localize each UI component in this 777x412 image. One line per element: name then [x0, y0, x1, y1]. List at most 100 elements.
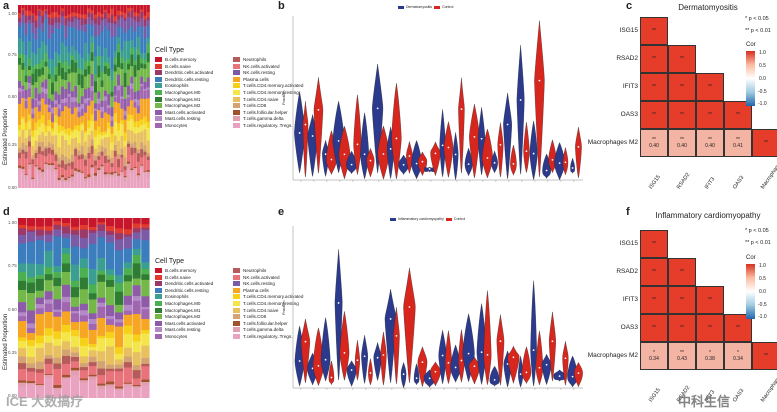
stacked-segment: [18, 91, 22, 105]
stacked-segment: [70, 347, 80, 353]
violin-median: [304, 340, 307, 343]
stacked-segment: [53, 389, 62, 398]
stacked-segment: [34, 82, 38, 88]
stacked-segment: [100, 155, 104, 166]
heatmap-cell-stars: **: [652, 84, 656, 90]
stacked-segment: [97, 103, 101, 111]
stacked-segment: [62, 302, 71, 312]
stacked-segment: [62, 223, 71, 227]
stacked-segment: [103, 9, 107, 13]
stacked-segment: [21, 172, 25, 188]
stacked-segment: [126, 5, 131, 9]
stacked-segment: [77, 68, 81, 75]
stacked-segment: [133, 98, 137, 103]
stacked-segment: [113, 95, 117, 98]
stacked-segment: [130, 83, 134, 90]
stacked-segment: [103, 61, 107, 67]
stacked-segment: [64, 79, 68, 90]
stacked-segment: [123, 20, 127, 33]
stacked-segment: [80, 122, 84, 126]
violin-control: [507, 345, 520, 384]
stacked-segment: [123, 12, 127, 19]
stacked-segment: [67, 163, 71, 166]
violin-median: [415, 162, 418, 165]
stacked-segment: [74, 18, 78, 29]
stacked-segment: [21, 129, 25, 144]
stacked-segment: [44, 242, 53, 252]
stacked-segment: [44, 9, 48, 11]
stacked-segment: [88, 269, 97, 285]
stacked-segment: [54, 100, 58, 105]
stacked-segment: [47, 38, 51, 60]
stacked-segment: [74, 101, 78, 108]
stacked-segment: [24, 108, 28, 123]
stacked-segment: [79, 258, 88, 269]
stacked-segment: [90, 52, 94, 62]
legend-label: Neutrophils: [243, 268, 267, 273]
violin-median: [324, 153, 327, 156]
stacked-segment: [37, 100, 41, 106]
stacked-segment: [140, 5, 144, 10]
a-ytick: 0.75: [8, 52, 17, 57]
stacked-segment: [62, 296, 71, 303]
stacked-segment: [79, 229, 88, 239]
stacked-segment: [97, 302, 106, 308]
legend-swatch: [233, 109, 240, 115]
legend-swatch: [155, 320, 162, 326]
stacked-segment: [106, 305, 115, 317]
stacked-segment: [27, 82, 32, 89]
stacked-segment: [60, 5, 65, 9]
stacked-segment: [141, 274, 150, 281]
stacked-segment: [146, 77, 150, 88]
legend-label: T.cells.regulatory..Tregs.: [243, 122, 293, 128]
stacked-segment: [113, 71, 117, 87]
violin-median: [441, 354, 444, 357]
stacked-segment: [21, 54, 25, 64]
legend-swatch: [155, 327, 162, 333]
stacked-segment: [84, 19, 88, 25]
heatmap-col-label: ISG15: [648, 174, 662, 191]
heatmap-cell: **: [752, 342, 777, 370]
stacked-segment: [24, 10, 28, 16]
stacked-segment: [37, 142, 41, 147]
stacked-segment: [110, 23, 114, 38]
violin-median: [408, 306, 411, 308]
stacked-segment: [88, 343, 97, 348]
stacked-segment: [79, 367, 88, 371]
a-ytick: 1.00: [8, 11, 17, 16]
stacked-segment: [93, 23, 98, 37]
stacked-segment: [103, 172, 107, 175]
stacked-segment: [18, 64, 22, 82]
stacked-segment: [51, 113, 55, 123]
stacked-segment: [110, 91, 114, 97]
violin-control: [548, 311, 556, 382]
violin-median: [447, 146, 450, 149]
stacked-segment: [130, 155, 134, 169]
violin-median: [447, 361, 450, 364]
heatmap-cell: **: [752, 129, 777, 157]
stacked-segment: [93, 148, 98, 156]
heatmap-col-label: IFIT3: [704, 176, 717, 191]
stacked-segment: [35, 384, 44, 386]
stacked-segment: [51, 165, 55, 172]
heatmap-cell-stars: **: [680, 297, 684, 303]
stacked-segment: [146, 89, 150, 99]
heatmap-cell: **: [696, 73, 724, 101]
stacked-segment: [60, 25, 65, 43]
stacked-segment: [97, 338, 106, 352]
stacked-segment: [34, 27, 38, 40]
stacked-segment: [130, 26, 134, 41]
stacked-segment: [120, 63, 124, 70]
stacked-segment: [44, 163, 48, 170]
stacked-segment: [44, 355, 53, 359]
stacked-segment: [57, 125, 61, 134]
stacked-segment: [130, 8, 134, 11]
heatmap-cell-stars: *: [653, 350, 655, 356]
heatmap-cell-m2: ** 0.40: [696, 129, 724, 157]
stacked-segment: [80, 30, 84, 58]
violin-control: [535, 330, 544, 386]
stacked-segment: [80, 146, 84, 155]
stacked-segment: [100, 100, 104, 108]
stacked-segment: [44, 234, 53, 243]
violin-control: [339, 311, 350, 381]
